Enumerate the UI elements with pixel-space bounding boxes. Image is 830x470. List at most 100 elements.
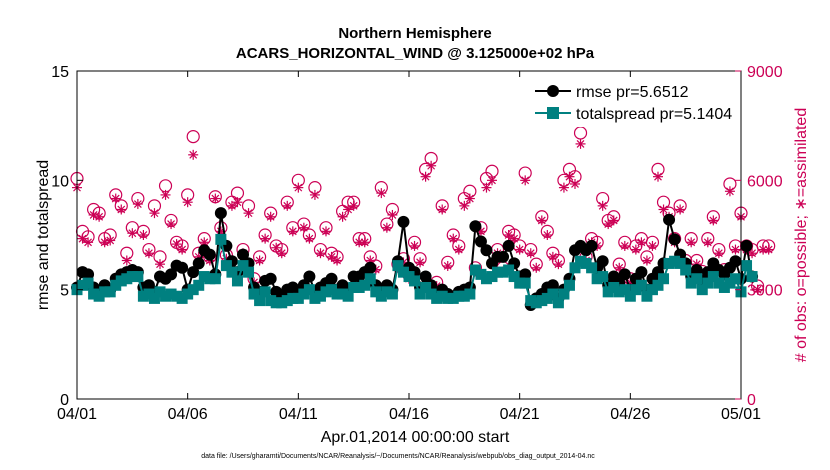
- asterisk-stroke: [299, 223, 308, 232]
- y-axis-label: rmse and totalspread: [35, 160, 52, 310]
- asterisk-stroke: [360, 238, 369, 247]
- y-tick-label: 0: [60, 392, 69, 409]
- rmse-point: [497, 250, 510, 263]
- rmse-point: [165, 268, 178, 281]
- totalspread-point: [276, 297, 288, 309]
- asterisk-stroke: [377, 189, 386, 198]
- obs-assimilated-point: [448, 233, 459, 244]
- obs-assimilated-point: [525, 248, 536, 259]
- totalspread-point: [519, 277, 531, 289]
- asterisk-stroke: [454, 245, 463, 254]
- totalspread-point: [176, 292, 188, 304]
- totalspread-point: [691, 273, 703, 285]
- asterisk-stroke: [443, 262, 452, 270]
- totalspread-point: [552, 297, 564, 309]
- totalspread-point: [680, 264, 692, 276]
- rmse-point: [176, 261, 189, 274]
- totalspread-point: [248, 288, 260, 300]
- asterisk-stroke: [277, 249, 286, 258]
- rmse-point: [82, 268, 95, 281]
- x-tick-label: 04/11: [279, 406, 318, 423]
- asterisk-stroke: [145, 249, 153, 258]
- asterisk-stroke: [327, 252, 336, 261]
- obs-assimilated-point: [603, 219, 614, 230]
- obs-assimilated-point: [332, 255, 343, 266]
- rmse-point: [303, 270, 316, 283]
- obs-assimilated-point: [553, 259, 564, 270]
- y2-tick-label: 6000: [747, 173, 783, 190]
- obs-assimilated-point: [514, 244, 525, 255]
- asterisk-stroke: [139, 231, 148, 239]
- asterisk-stroke: [488, 176, 496, 185]
- y-axis-right: 0 3000 6000 9000: [735, 64, 783, 409]
- rmse-point: [364, 261, 377, 274]
- obs-assimilated-point: [653, 171, 663, 182]
- asterisk-stroke: [543, 231, 552, 239]
- totalspread-point: [403, 271, 415, 283]
- obs-assimilated-point: [265, 211, 276, 222]
- obs-assimilated-point: [520, 175, 531, 186]
- totalspread-point: [237, 260, 249, 272]
- asterisk-stroke: [526, 249, 535, 258]
- totalspread-point: [669, 255, 681, 267]
- asterisk-stroke: [449, 234, 458, 243]
- totalspread-point: [541, 292, 553, 304]
- asterisk-stroke: [654, 172, 662, 181]
- totalspread-point: [619, 284, 631, 296]
- obs-assimilated-point: [110, 193, 121, 204]
- asterisk-stroke: [598, 201, 607, 210]
- asterisk-stroke: [427, 161, 436, 170]
- asterisk-stroke: [150, 209, 159, 218]
- obs-assimilated-point: [127, 228, 138, 239]
- totalspread-point: [702, 277, 714, 289]
- asterisk-stroke: [294, 183, 303, 192]
- legend-spread-label: totalspread pr=5.1404: [576, 106, 732, 123]
- totalspread-point: [608, 281, 620, 293]
- obs-assimilated-point: [558, 182, 569, 193]
- y2-axis-label: # of obs: o=possible; ∗=assimilated: [793, 108, 810, 362]
- obs-assimilated-point: [531, 262, 542, 273]
- obs-assimilated-point: [536, 215, 547, 226]
- totalspread-point: [254, 295, 266, 307]
- y-axis-left: 0 5 10 15: [51, 64, 83, 409]
- asterisk-stroke: [133, 200, 142, 208]
- obs-assimilated-point: [287, 226, 298, 237]
- totalspread-point: [696, 284, 708, 296]
- totalspread-point: [375, 290, 387, 302]
- totalspread-point: [148, 292, 160, 304]
- totalspread-point: [182, 288, 194, 300]
- obs-assimilated-point: [724, 186, 735, 197]
- totalspread-point: [409, 275, 421, 287]
- totalspread-point: [630, 284, 642, 296]
- totalspread-point: [486, 271, 498, 283]
- asterisk-stroke: [272, 243, 281, 252]
- obs-assimilated-point: [675, 204, 686, 215]
- series-layer: [70, 126, 776, 311]
- totalspread-point: [458, 290, 470, 302]
- asterisk-stroke: [643, 256, 651, 265]
- obs-assimilated-point: [304, 233, 315, 244]
- totalspread-point: [624, 290, 636, 302]
- obs-assimilated-point: [752, 284, 763, 295]
- totalspread-point: [287, 292, 299, 304]
- totalspread-point: [558, 288, 570, 300]
- y2-tick-label: 9000: [747, 64, 783, 81]
- obs-assimilated-point: [420, 171, 431, 182]
- asterisk-stroke: [338, 212, 347, 221]
- obs-assimilated-point: [702, 237, 713, 248]
- obs-assimilated-point: [226, 200, 237, 211]
- totalspread-point: [110, 279, 122, 291]
- asterisk-stroke: [548, 252, 557, 261]
- asterisk-stroke: [731, 245, 740, 254]
- x-tick-label: 05/01: [721, 406, 761, 423]
- obs-assimilated-point: [641, 255, 652, 266]
- totalspread-point: [746, 271, 758, 283]
- asterisk-stroke: [382, 223, 391, 232]
- totalspread-point: [674, 257, 686, 269]
- totalspread-point: [314, 290, 326, 302]
- asterisk-stroke: [172, 240, 181, 249]
- obs-assimilated-point: [713, 248, 724, 259]
- totalspread-point: [381, 286, 393, 298]
- asterisk-stroke: [95, 212, 104, 221]
